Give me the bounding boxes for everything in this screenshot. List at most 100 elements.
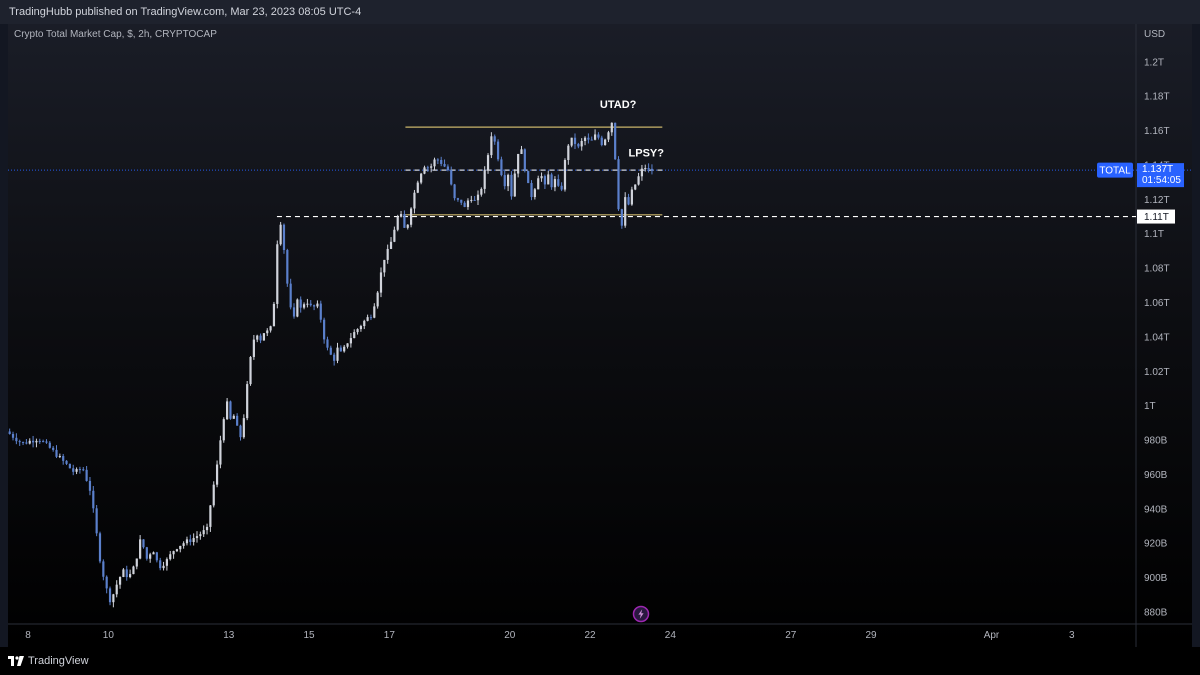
candle-body: [463, 202, 466, 207]
candle-body: [205, 526, 209, 531]
candle-body: [510, 174, 513, 197]
candle-body: [413, 192, 416, 209]
candle-body: [306, 303, 309, 305]
candles: [8, 122, 654, 608]
candle-body: [42, 441, 45, 443]
candle-body: [199, 534, 202, 537]
candle-body: [456, 198, 460, 200]
candle-body: [530, 183, 533, 198]
right-border: [1192, 24, 1200, 647]
candle-body: [296, 299, 299, 317]
candle-body: [470, 199, 473, 201]
candle-body: [269, 326, 272, 331]
candle-body: [11, 434, 15, 438]
candle-body: [236, 415, 239, 426]
x-tick-label: 17: [384, 630, 396, 641]
candle-body: [634, 184, 637, 190]
x-tick-label: 20: [504, 630, 516, 641]
candle-body: [239, 425, 242, 438]
candle-body: [165, 559, 168, 566]
x-tick-label: 10: [103, 630, 115, 641]
candle-body: [396, 216, 399, 230]
candle-body: [359, 326, 363, 330]
candle-body: [289, 283, 292, 308]
candle-body: [356, 329, 359, 333]
candle-body: [219, 440, 222, 465]
candle-body: [18, 441, 21, 443]
candle-body: [72, 468, 75, 472]
candle-body: [580, 141, 583, 147]
candle-body: [145, 547, 148, 559]
candle-body: [567, 145, 570, 161]
candle-body: [373, 306, 376, 318]
tradingview-logo-icon: [8, 656, 24, 666]
footer-bar: TradingView: [0, 647, 1200, 675]
candle-body: [393, 229, 396, 242]
annotation-label: LPSY?: [629, 147, 665, 159]
currency-label: USD: [1144, 29, 1165, 40]
candle-body: [249, 356, 252, 385]
candle-body: [426, 167, 429, 169]
x-tick-label: 24: [665, 630, 677, 641]
candle-body: [299, 299, 302, 308]
candle-body: [333, 354, 336, 361]
candle-body: [553, 179, 557, 188]
candle-body: [185, 539, 189, 544]
x-tick-label: 22: [585, 630, 597, 641]
candle-body: [55, 449, 58, 457]
candle-body: [570, 137, 573, 146]
candle-body: [353, 332, 356, 339]
candle-body: [105, 576, 108, 589]
candle-body: [309, 303, 312, 306]
x-tick-label: 8: [25, 630, 31, 641]
candle-body: [453, 184, 456, 199]
candle-body: [155, 552, 158, 561]
candle-body: [159, 560, 162, 569]
candle-body: [115, 584, 118, 595]
candle-body: [346, 343, 349, 347]
y-tick-label: 1.1T: [1144, 229, 1164, 240]
price-axis: 880B 900B 920B 940B 960B 980B 1T 1.02T 1.04T 1.06…: [1144, 57, 1170, 618]
candle-body: [600, 137, 603, 146]
candle-body: [433, 159, 436, 167]
candle-body: [517, 153, 520, 174]
candle-body: [172, 551, 175, 555]
candle-body: [620, 209, 623, 226]
candle-body: [573, 137, 577, 144]
last-price-value: 1.137T: [1142, 164, 1173, 175]
time-axis: 8 10 13 15 17 20 22 24 27 29 Apr 3: [25, 630, 1075, 641]
y-tick-label: 1.18T: [1144, 92, 1170, 103]
candle-body: [222, 419, 225, 441]
candle-body: [563, 160, 567, 190]
candle-body: [543, 176, 547, 185]
candle-body: [537, 178, 540, 190]
annotation-label: UTAD?: [600, 99, 637, 111]
y-tick-label: 1.12T: [1144, 195, 1170, 206]
candle-body: [122, 569, 125, 577]
candle-body: [48, 442, 51, 448]
candle-body: [35, 440, 38, 443]
candle-body: [212, 484, 215, 506]
candle-body: [533, 189, 536, 198]
candle-body: [503, 175, 506, 187]
candle-body: [349, 338, 352, 344]
candle-body: [630, 189, 633, 205]
candle-body: [202, 530, 205, 535]
y-tick-label: 1.06T: [1144, 298, 1170, 309]
candle-body: [650, 168, 654, 171]
candle-body: [135, 558, 138, 567]
x-tick-label: 3: [1069, 630, 1075, 641]
candle-body: [637, 176, 640, 185]
x-tick-label: 15: [304, 630, 316, 641]
candle-body: [587, 137, 590, 140]
y-tick-label: 1T: [1144, 401, 1156, 412]
candle-body: [88, 480, 92, 491]
lightning-icon[interactable]: [632, 605, 650, 623]
candle-body: [139, 539, 142, 559]
candle-body: [527, 170, 530, 184]
candle-body: [209, 505, 212, 527]
candle-body: [450, 170, 453, 185]
last-price-symbol: TOTAL: [1099, 166, 1131, 177]
candle-body: [92, 490, 95, 509]
